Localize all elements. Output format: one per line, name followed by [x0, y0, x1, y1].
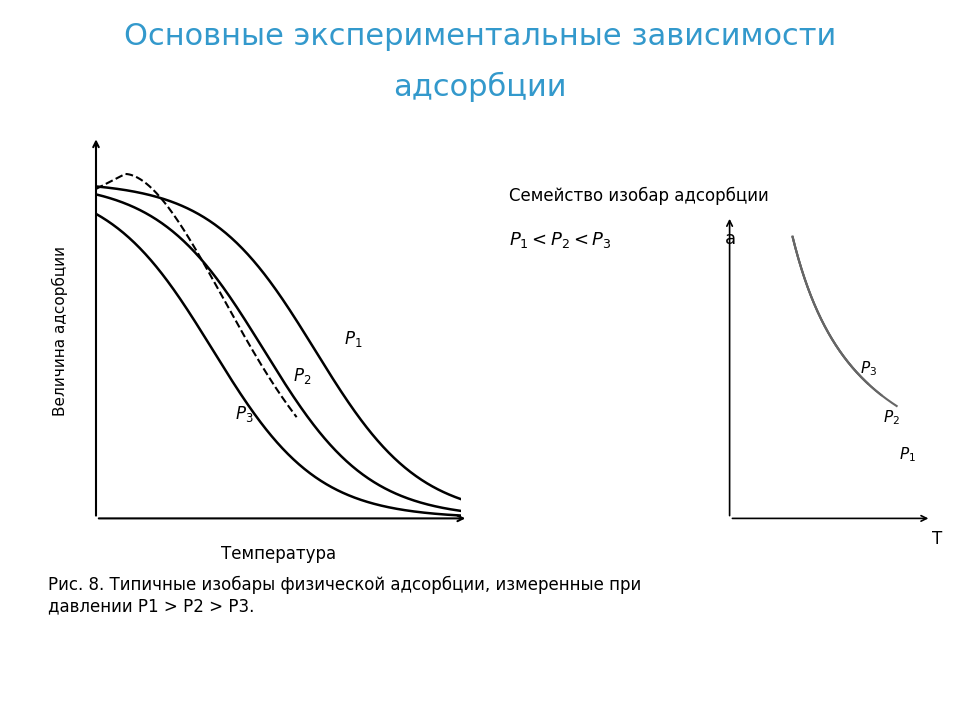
Text: Величина адсорбции: Величина адсорбции — [52, 246, 67, 416]
Text: $P_2$: $P_2$ — [883, 408, 900, 427]
Text: $P_3$: $P_3$ — [860, 359, 877, 378]
Text: $P_1 < P_2 < P_3$: $P_1 < P_2 < P_3$ — [509, 230, 612, 251]
Text: Семейство изобар адсорбции: Семейство изобар адсорбции — [509, 187, 769, 205]
Text: a: a — [725, 230, 736, 248]
Text: $P_2$: $P_2$ — [293, 366, 311, 386]
Text: Температура: Температура — [221, 544, 336, 562]
Text: Основные экспериментальные зависимости: Основные экспериментальные зависимости — [124, 22, 836, 50]
Text: Рис. 8. Типичные изобары физической адсорбции, измеренные при
давлении P1 > P2 >: Рис. 8. Типичные изобары физической адсо… — [48, 576, 641, 615]
Text: $P_3$: $P_3$ — [234, 404, 253, 423]
Text: $P_1$: $P_1$ — [344, 329, 363, 348]
Text: $P_1$: $P_1$ — [899, 446, 916, 464]
Text: T: T — [932, 530, 942, 548]
Text: адсорбции: адсорбции — [394, 72, 566, 102]
